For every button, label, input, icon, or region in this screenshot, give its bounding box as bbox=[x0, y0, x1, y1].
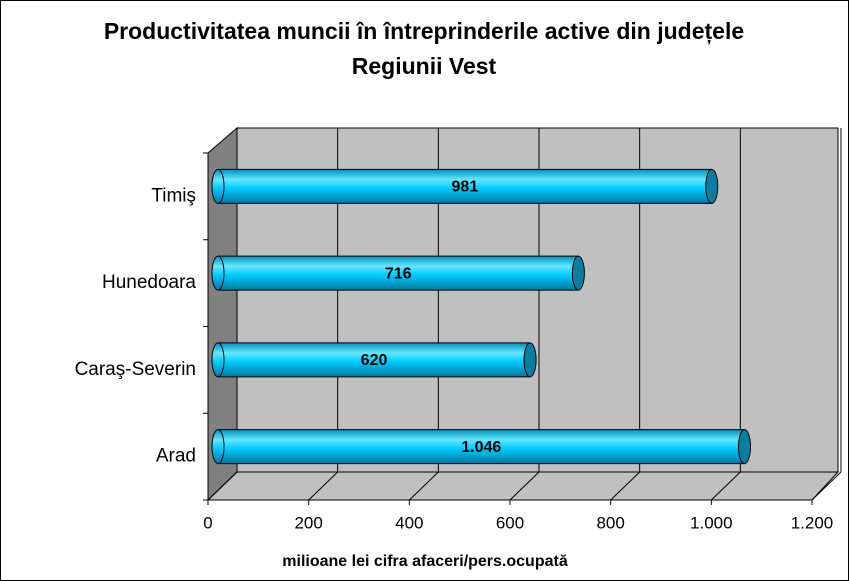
y-tick-label: Arad bbox=[156, 446, 196, 467]
floor-grid-line bbox=[308, 471, 339, 501]
bar-end-cap bbox=[705, 168, 719, 204]
x-tick-label: 400 bbox=[395, 513, 423, 532]
x-tick-label: 1.000 bbox=[690, 513, 733, 532]
bar-start-cap bbox=[211, 168, 225, 204]
floor-grid-line bbox=[811, 471, 842, 501]
bar-end-cap bbox=[737, 429, 751, 465]
x-axis-title: milioane lei cifra afaceri/pers.ocupată bbox=[282, 553, 568, 570]
floor-grid-line bbox=[509, 471, 540, 501]
value-label: 716 bbox=[385, 265, 412, 282]
floor-grid-line bbox=[710, 471, 741, 501]
y-tick-label: Caraş-Severin bbox=[75, 359, 196, 380]
floor-grid-line bbox=[408, 471, 439, 501]
bar-start-cap bbox=[211, 255, 225, 291]
x-tick-label: 200 bbox=[294, 513, 322, 532]
bar bbox=[217, 168, 713, 204]
value-label: 1.046 bbox=[461, 439, 501, 456]
bar-end-cap bbox=[571, 255, 585, 291]
value-label: 981 bbox=[452, 179, 479, 196]
y-tick-label: Hunedoara bbox=[102, 272, 196, 293]
bar-start-cap bbox=[211, 342, 225, 378]
bar bbox=[217, 342, 531, 378]
bar-end-cap bbox=[523, 342, 537, 378]
x-tick-label: 1.200 bbox=[791, 513, 834, 532]
value-label: 620 bbox=[361, 352, 388, 369]
floor-grid-line bbox=[610, 471, 641, 501]
y-tick-label: Timiş bbox=[151, 185, 196, 206]
floor-grid-line bbox=[207, 471, 238, 501]
x-tick-label: 800 bbox=[596, 513, 624, 532]
bar-start-cap bbox=[211, 429, 225, 465]
floor bbox=[206, 471, 840, 501]
chart-title: Productivitatea muncii în întreprinderil… bbox=[103, 18, 745, 79]
x-tick-label: 600 bbox=[496, 513, 524, 532]
x-tick-label: 0 bbox=[203, 513, 212, 532]
bar bbox=[217, 255, 579, 291]
